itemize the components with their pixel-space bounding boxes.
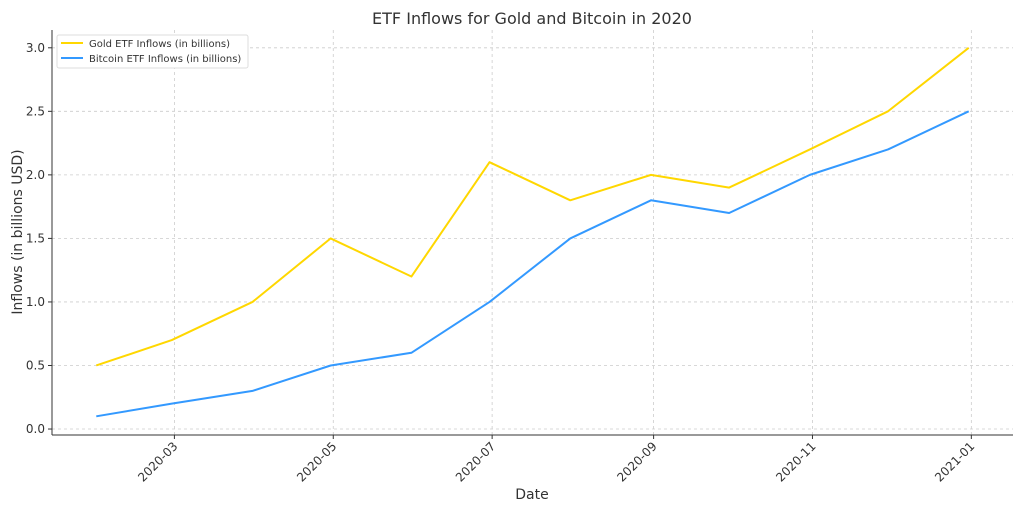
y-tick-label: 1.5: [26, 231, 45, 245]
legend-label: Gold ETF Inflows (in billions): [89, 39, 230, 50]
legend: Gold ETF Inflows (in billions) Bitcoin ET…: [57, 35, 248, 68]
axes: 0.0 0.5 1.0 1.5 2.0 2.5 3.0 2020-03 2020-05 2020-…: [26, 30, 1013, 485]
chart-title: ETF Inflows for Gold and Bitcoin in 2020: [372, 9, 692, 28]
legend-label: Bitcoin ETF Inflows (in billions): [89, 54, 241, 65]
y-tick-label: 0.0: [26, 422, 45, 436]
y-tick-label: 2.0: [26, 168, 45, 182]
x-tick-label: 2020-11: [773, 439, 818, 484]
x-tick-label: 2020-03: [135, 439, 180, 484]
x-tick-label: 2021-01: [932, 439, 977, 484]
y-tick-label: 1.0: [26, 295, 45, 309]
series-line-bitcoin: [96, 111, 968, 416]
series-group: [96, 48, 968, 417]
series-line-gold: [96, 48, 968, 366]
y-axis-label: Inflows (in billions USD): [10, 149, 26, 314]
x-tick-label: 2020-09: [614, 439, 659, 484]
y-tick-label: 0.5: [26, 358, 45, 372]
x-axis-label: Date: [515, 487, 548, 503]
y-tick-label: 2.5: [26, 104, 45, 118]
grid: [52, 30, 1013, 435]
x-tick-label: 2020-07: [453, 439, 498, 484]
y-tick-label: 3.0: [26, 41, 45, 55]
x-tick-label: 2020-05: [294, 439, 339, 484]
